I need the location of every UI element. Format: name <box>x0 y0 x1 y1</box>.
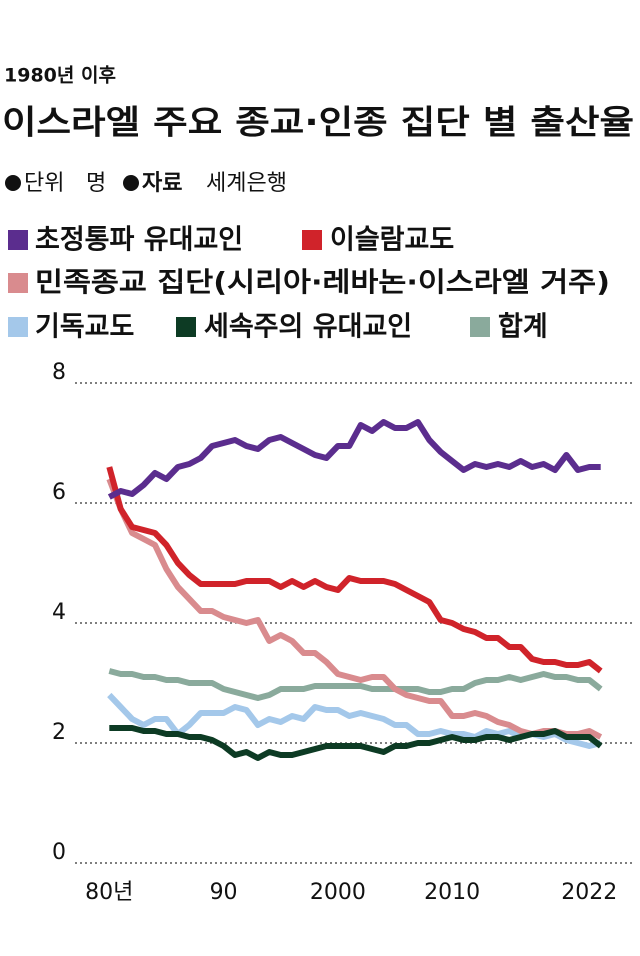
legend-label: 민족종교 집단(시리아·레바논·이스라엘 거주) <box>35 268 610 299</box>
y-tick-label: 6 <box>52 480 66 505</box>
unit: 명 <box>86 171 106 196</box>
unit-label: 단위 <box>24 171 64 196</box>
series-line <box>106 477 603 740</box>
legend-label: 세속주의 유대교인 <box>204 312 412 343</box>
legend-swatch <box>8 230 28 250</box>
series-line <box>106 466 603 674</box>
y-tick-label: 0 <box>52 840 66 865</box>
legend-swatch <box>8 273 28 293</box>
x-tick-label: 2022 <box>561 880 617 905</box>
chart-subtitle: 1980년 이후 <box>4 65 116 87</box>
y-tick-label: 2 <box>52 720 66 745</box>
legend-swatch <box>8 317 28 337</box>
bullet <box>5 175 21 191</box>
x-tick-label: 2000 <box>310 880 366 905</box>
source: 세계은행 <box>206 171 287 196</box>
source-label: 자료 <box>142 171 182 196</box>
x-tick-label: 90 <box>210 880 238 905</box>
series-line <box>108 668 603 701</box>
series-line <box>109 725 603 761</box>
bullet <box>123 175 139 191</box>
y-tick-label: 4 <box>52 600 66 625</box>
legend-swatch <box>470 317 490 337</box>
legend-label: 합계 <box>498 312 548 343</box>
x-tick-label: 80년 <box>85 880 133 905</box>
chart-title: 이스라엘 주요 종교·인종 집단 별 출산율 <box>2 103 634 142</box>
x-tick-label: 2010 <box>424 880 480 905</box>
legend-label: 이슬람교도 <box>330 225 454 256</box>
legend-swatch <box>302 230 322 250</box>
legend-swatch <box>176 317 196 337</box>
legend-label: 초정통파 유대교인 <box>35 225 243 256</box>
series-line <box>107 419 601 500</box>
legend-label: 기독교도 <box>35 312 134 343</box>
y-tick-label: 8 <box>52 360 66 385</box>
